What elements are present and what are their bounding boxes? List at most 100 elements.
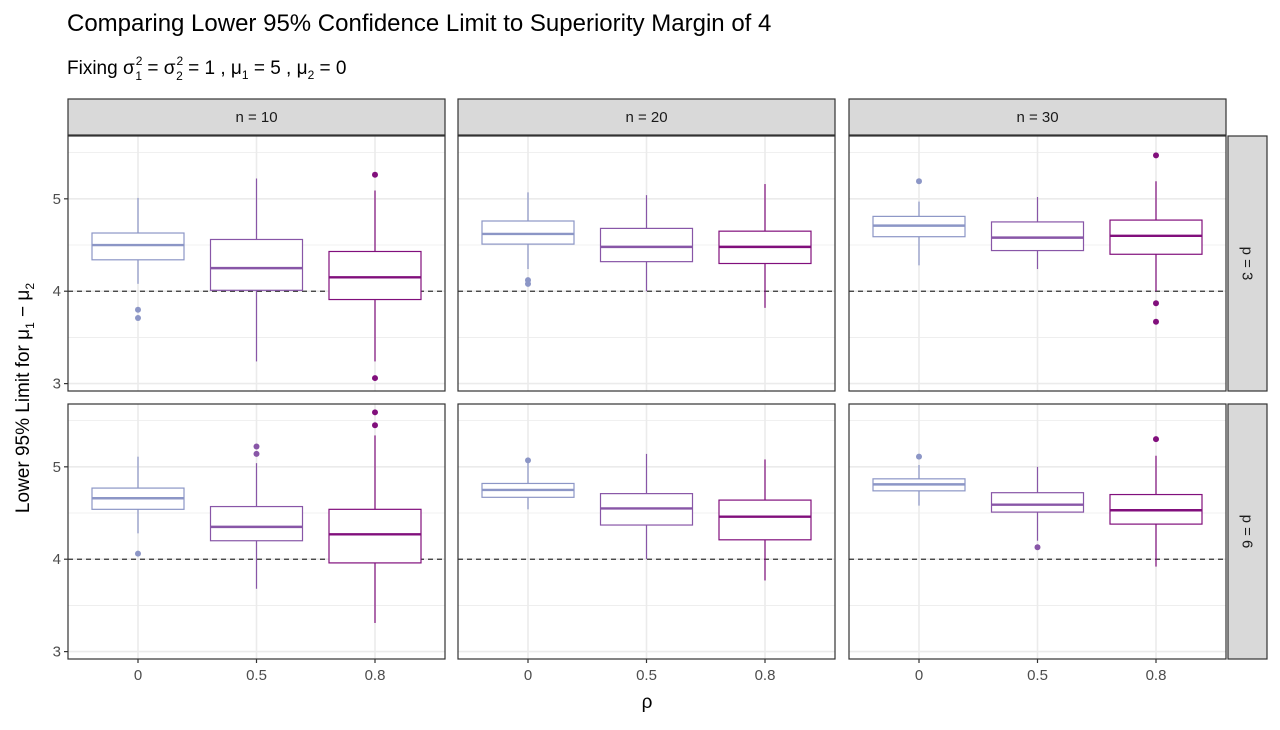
boxplot-0.5 <box>990 466 1085 551</box>
outlier-point <box>1034 544 1041 551</box>
strip-background <box>67 98 446 136</box>
strip-background <box>457 98 836 136</box>
outlier-point <box>135 315 141 322</box>
iqr-box <box>91 232 185 261</box>
outlier-point <box>1153 152 1159 159</box>
boxplot-0.5 <box>209 443 304 589</box>
boxplot-0.5 <box>990 196 1085 270</box>
panels-layer: n = 10 n = 20 n = 30 p = 3 p = 6 3 4 5 3 4 5 0 0.5 0.… <box>53 98 1268 684</box>
x-tick-label: 0.5 <box>636 667 657 684</box>
panel-r0-c0: 3 4 5 <box>53 135 446 393</box>
strip-label: p = 6 <box>1239 515 1256 549</box>
x-tick-label: 0.8 <box>365 667 386 684</box>
iqr-box <box>1109 219 1203 255</box>
outlier-point <box>916 178 922 185</box>
facet-strip-col-0: n = 10 <box>67 98 446 136</box>
panel-r1-c2: 0 0.5 0.8 <box>848 403 1227 684</box>
subtitle-sigma2-sub: 2 <box>176 69 183 83</box>
y-axis-title: Lower 95% Limit for μ1 − μ2 <box>13 283 37 513</box>
x-tick-label: 0 <box>524 667 532 684</box>
strip-label: p = 3 <box>1239 247 1256 281</box>
boxplot-0.5 <box>209 178 304 362</box>
chart-subtitle: Fixing σ2 1 = σ2 2 = 1 , μ1 = 5 , μ2 = 0 <box>67 54 346 83</box>
boxplot-0.8 <box>1109 436 1203 567</box>
facet-strip-col-2: n = 30 <box>848 98 1227 136</box>
x-tick-label: 0.5 <box>1027 667 1048 684</box>
outlier-point <box>372 422 378 429</box>
strip-label: n = 10 <box>235 109 277 126</box>
x-tick-label: 0.8 <box>755 667 776 684</box>
subtitle-sigma2: σ <box>164 58 176 79</box>
y-tick-label: 5 <box>53 191 61 208</box>
boxplot-0.5 <box>599 195 694 292</box>
y-tick-label: 3 <box>53 644 61 661</box>
x-tick-label: 0 <box>134 667 142 684</box>
y-tick-label: 4 <box>53 283 61 300</box>
outlier-point <box>372 171 378 178</box>
panel-border <box>848 135 1227 392</box>
outlier-point <box>135 550 141 557</box>
outlier-point <box>372 375 378 382</box>
boxplot-0.8 <box>718 184 812 308</box>
panel-r1-c0: 3 4 5 0 0.5 0.8 <box>53 403 446 684</box>
facet-strip-row-1: p = 6 <box>1227 403 1268 660</box>
outlier-point <box>253 443 260 450</box>
subtitle-sigma1: σ <box>123 58 135 79</box>
strip-background <box>1227 135 1268 392</box>
y-tick-label: 4 <box>53 551 61 568</box>
subtitle-prefix: Fixing <box>67 58 123 79</box>
strip-label: n = 20 <box>625 109 667 126</box>
ylabel-minus: − <box>13 301 34 323</box>
boxplot-0 <box>481 192 575 287</box>
iqr-box <box>328 508 422 564</box>
ylabel-mu1: μ <box>13 329 34 340</box>
boxplot-0.8 <box>328 409 422 623</box>
panel-r1-c1: 0 0.5 0.8 <box>457 403 836 684</box>
x-tick-label: 0.5 <box>246 667 267 684</box>
ylabel-mu2: μ <box>13 290 34 301</box>
subtitle-mu1-sub: 1 <box>242 68 249 82</box>
panel-r0-c1 <box>457 135 836 392</box>
boxplot-0.5 <box>599 453 694 560</box>
strip-background <box>1227 403 1268 660</box>
outlier-point <box>135 306 141 313</box>
facet-strip-row-0: p = 3 <box>1227 135 1268 392</box>
subtitle-sigma1-sup: 2 <box>136 54 143 68</box>
boxplot-0 <box>91 456 185 557</box>
subtitle-sigma2-sup: 2 <box>176 54 183 68</box>
y-tick-label: 5 <box>53 459 61 476</box>
x-tick-label: 0 <box>915 667 923 684</box>
subtitle-eq1: = <box>142 58 164 79</box>
strip-background <box>848 98 1227 136</box>
outlier-point <box>525 457 531 464</box>
iqr-box <box>481 220 575 245</box>
panel-border <box>457 135 836 392</box>
subtitle-mu1-rest: = 5 , <box>249 58 297 79</box>
panel-border <box>67 135 446 392</box>
outlier-point <box>525 280 531 287</box>
x-axis-title: ρ <box>642 692 653 713</box>
boxplot-0.8 <box>1109 152 1203 325</box>
iqr-box <box>209 238 304 291</box>
ylabel-prefix: Lower 95% Limit for <box>13 340 34 513</box>
subtitle-eq2: = 1 , <box>183 58 231 79</box>
strip-label: n = 30 <box>1016 109 1058 126</box>
boxplot-0 <box>481 457 575 510</box>
subtitle-sigma1-sub: 1 <box>135 69 142 83</box>
iqr-box <box>990 221 1085 252</box>
subtitle-mu2: μ <box>297 58 308 79</box>
ylabel-sub2: 2 <box>23 283 37 290</box>
y-tick-label: 3 <box>53 376 61 393</box>
x-tick-label: 0.8 <box>1146 667 1167 684</box>
subtitle-mu2-sub: 2 <box>308 68 315 82</box>
boxplot-0 <box>872 178 966 266</box>
outlier-point <box>1153 300 1159 307</box>
iqr-box <box>209 505 304 542</box>
facet-strip-col-1: n = 20 <box>457 98 836 136</box>
outlier-point <box>372 409 378 416</box>
iqr-box <box>718 499 812 541</box>
outlier-point <box>1153 318 1159 325</box>
iqr-box <box>328 250 422 301</box>
boxplot-0 <box>872 453 966 506</box>
